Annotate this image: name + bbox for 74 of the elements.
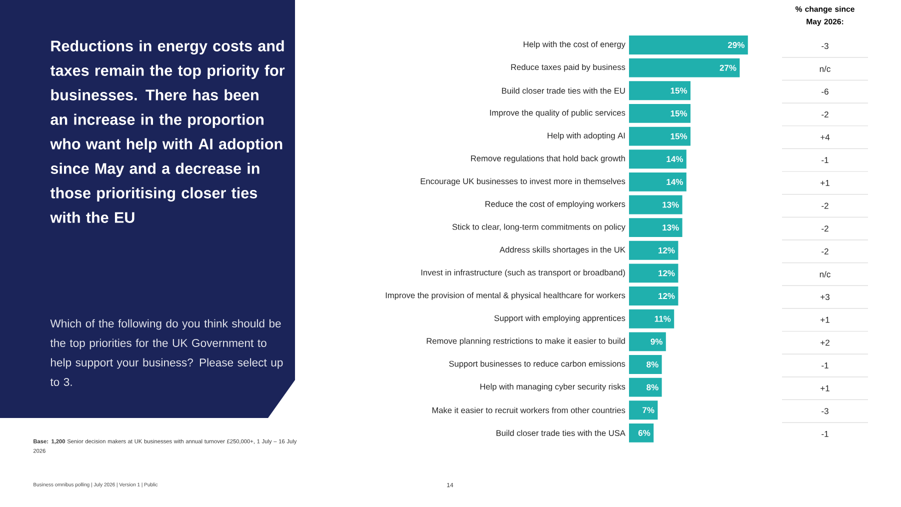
text: -2 <box>822 202 828 209</box>
y-tick-label: Reduce the cost of employing workers <box>485 200 626 209</box>
bar <box>629 400 658 420</box>
bar <box>629 36 748 54</box>
text: -1 <box>822 157 828 164</box>
data-label: 8% <box>646 384 658 390</box>
text: -1 <box>822 362 828 368</box>
text: -3 <box>822 42 828 50</box>
text: -2 <box>822 226 828 232</box>
data-label: 13% <box>662 202 679 208</box>
text: -1 <box>822 431 828 437</box>
data-label: 15% <box>670 133 688 140</box>
data-label: 15% <box>670 110 688 116</box>
text: Which of the following do you think should be the top priorities for the UK Government to help support your business? Please select up to 3. <box>50 319 283 386</box>
text: +1 <box>820 385 830 392</box>
data-label: 27% <box>720 64 736 71</box>
y-tick-label: Make it easier to recruit workers from other countries <box>432 407 626 414</box>
text: n/c <box>820 271 830 278</box>
text: Reductions in energy costs and taxes remain the top priority for businesses. There has been an increase in the proportion who want help with AI adoption since May and a decrease in those prioritising closer ties with the EU <box>50 40 285 223</box>
bar <box>629 172 686 192</box>
bar <box>629 218 682 238</box>
bar <box>629 240 678 260</box>
text: +3 <box>820 294 830 300</box>
y-tick-label: Improve the provision of mental & physical healthcare for workers <box>386 292 626 300</box>
bar <box>629 423 654 442</box>
y-tick-label: Build closer trade ties with the USA <box>496 430 626 436</box>
y-tick-label: Improve the quality of public services <box>490 110 626 118</box>
data-label: 12% <box>658 247 675 254</box>
bar <box>629 332 666 352</box>
text: +2 <box>820 340 830 346</box>
text: n/c <box>820 66 830 72</box>
data-label: 13% <box>662 224 679 231</box>
y-tick-label: Support businesses to reduce carbon emissions <box>449 360 626 368</box>
text: +1 <box>820 180 830 186</box>
y-tick-label: Help with managing cyber security risks <box>480 383 626 392</box>
data-label: 6% <box>638 430 650 436</box>
bar <box>629 104 691 123</box>
y-tick-label: Help with adopting AI <box>548 132 625 140</box>
data-label: 9% <box>650 338 662 345</box>
bar <box>629 150 686 169</box>
y-tick-label: Encourage UK businesses to invest more in themselves <box>420 178 626 186</box>
data-label: 15% <box>670 88 688 94</box>
y-tick-label: Remove planning restrictions to make it easier to build <box>426 338 625 346</box>
y-tick-label: Build closer trade ties with the EU <box>502 88 625 94</box>
bar <box>629 378 662 397</box>
y-tick-label: Help with the cost of energy <box>524 41 626 49</box>
bar <box>629 126 691 146</box>
data-label: 8% <box>646 361 658 368</box>
data-label: 7% <box>642 407 654 414</box>
y-tick-label: Invest in infrastructure (such as transport or broadband) <box>421 269 625 278</box>
bar <box>629 81 691 100</box>
data-label: 12% <box>658 293 675 300</box>
data-label: 29% <box>728 42 744 48</box>
bar <box>629 195 682 214</box>
bar <box>629 286 678 306</box>
data-label: 14% <box>666 178 683 185</box>
y-tick-label: Stick to clear, long-term commitments on policy <box>452 224 626 232</box>
bar <box>629 355 662 374</box>
y-tick-label: Support with employing apprentices <box>494 314 626 323</box>
data-label: 11% <box>654 316 671 322</box>
data-label: 12% <box>658 270 675 276</box>
text: -6 <box>822 88 828 95</box>
text: +4 <box>820 134 830 140</box>
y-tick-label: Remove regulations that hold back growth <box>471 155 625 163</box>
y-tick-label: Address skills shortages in the UK <box>500 246 626 254</box>
text: -3 <box>822 408 828 414</box>
y-tick-label: Reduce taxes paid by business <box>511 64 626 72</box>
text: +1 <box>820 316 830 323</box>
bar <box>629 264 678 283</box>
bar <box>629 58 740 78</box>
text: -2 <box>822 111 828 118</box>
text: -2 <box>822 248 828 254</box>
data-label: 14% <box>666 156 683 162</box>
bar <box>629 309 674 328</box>
